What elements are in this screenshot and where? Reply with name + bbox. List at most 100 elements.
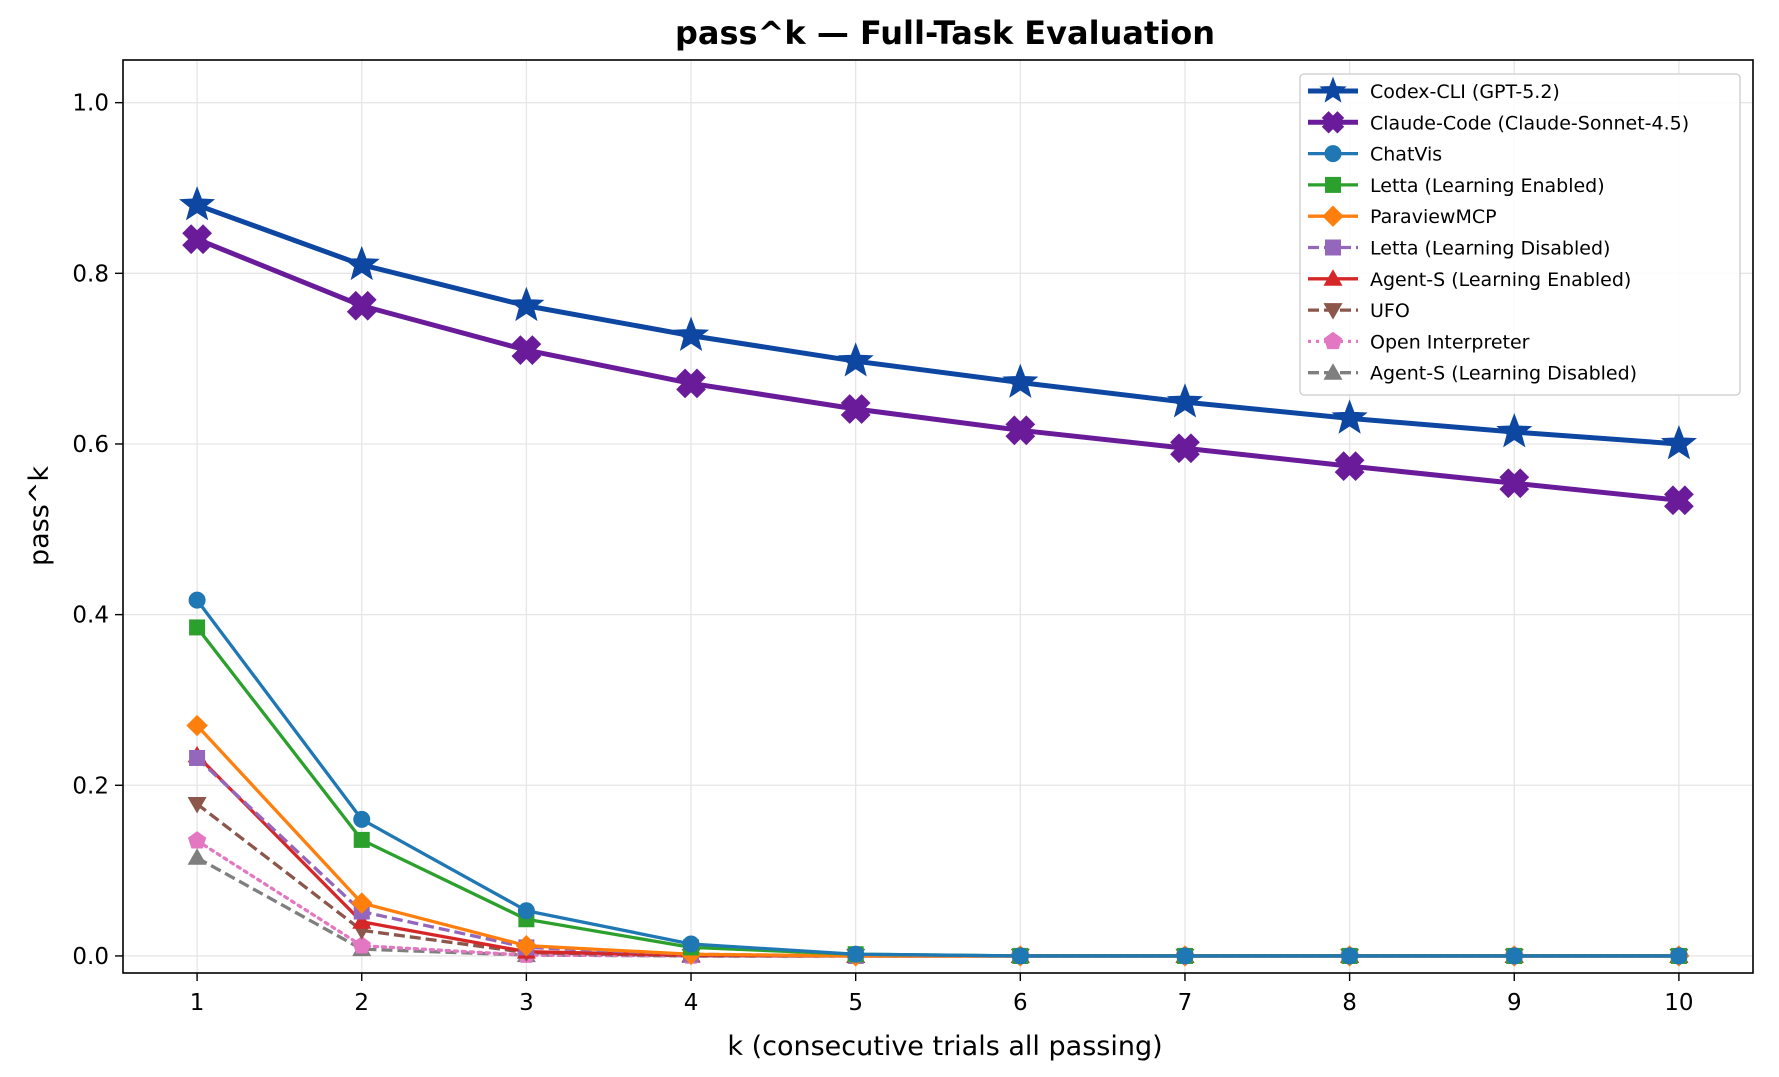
data-point (189, 619, 206, 636)
data-point (1496, 413, 1533, 448)
data-point (1011, 947, 1029, 965)
y-axis-label: pass^k (24, 466, 55, 566)
data-point (187, 848, 207, 865)
legend-marker (1323, 269, 1343, 286)
series-line (196, 236, 1680, 503)
legend-entry: Codex-CLI (GPT-5.2) (1308, 76, 1560, 103)
data-point (179, 186, 216, 221)
data-point (352, 936, 371, 954)
y-tick-label: 0.2 (72, 773, 109, 799)
legend-marker (1321, 111, 1345, 134)
data-point (515, 934, 538, 957)
data-point (837, 342, 874, 377)
data-point (840, 394, 871, 424)
legend-entry: Agent-S (Learning Enabled) (1308, 269, 1631, 291)
data-point (1176, 947, 1194, 965)
legend-entry: ChatVis (1308, 144, 1442, 166)
legend-label: ChatVis (1370, 144, 1442, 166)
data-point (1002, 363, 1039, 398)
legend-label: Open Interpreter (1370, 331, 1530, 353)
data-point (187, 797, 207, 814)
x-tick-label: 8 (1342, 990, 1357, 1016)
data-point (517, 902, 535, 920)
data-point (353, 810, 371, 828)
legend-marker (1324, 145, 1342, 163)
data-point (1670, 947, 1688, 965)
x-tick-label: 3 (519, 990, 534, 1016)
data-point (1331, 399, 1368, 434)
data-point (682, 935, 700, 953)
legend-entry: ParaviewMCP (1308, 205, 1497, 228)
data-point (1660, 425, 1697, 460)
series-claude-code-claude-sonnet-4-5 (182, 224, 1694, 516)
legend-label: Agent-S (Learning Disabled) (1370, 363, 1637, 385)
x-tick-label: 6 (1013, 990, 1028, 1016)
legend-entry: UFO (1308, 300, 1410, 322)
series-codex-cli-gpt-5-2 (179, 186, 1697, 460)
data-point (511, 335, 542, 365)
series-chatvis (188, 591, 1688, 965)
legend-label: Agent-S (Learning Enabled) (1370, 269, 1631, 291)
data-point (1505, 947, 1523, 965)
legend-marker (1323, 303, 1343, 320)
y-tick-label: 0.6 (72, 432, 109, 458)
legend-entry: Letta (Learning Disabled) (1308, 238, 1610, 260)
x-tick-label: 10 (1664, 990, 1693, 1016)
legend-entry: Agent-S (Learning Disabled) (1308, 363, 1637, 385)
x-tick-label: 4 (684, 990, 699, 1016)
legend-label: Codex-CLI (GPT-5.2) (1370, 81, 1560, 103)
data-point (672, 316, 710, 351)
y-tick-label: 0.8 (72, 261, 109, 287)
x-tick-label: 5 (848, 990, 863, 1016)
data-point (1499, 468, 1530, 499)
data-point (1170, 433, 1200, 464)
data-point (182, 224, 212, 255)
data-point (1664, 485, 1694, 516)
legend-label: Claude-Code (Claude-Sonnet-4.5) (1370, 112, 1689, 134)
data-point (188, 591, 206, 609)
x-tick-label: 2 (354, 990, 369, 1016)
legend-marker (1322, 205, 1344, 227)
legend-entry: Open Interpreter (1308, 331, 1530, 353)
legend: Codex-CLI (GPT-5.2) Claude-Code (Claude-S… (1299, 73, 1741, 396)
legend-marker (1325, 176, 1341, 193)
data-point (351, 892, 373, 914)
data-point (1341, 947, 1359, 965)
legend-label: UFO (1370, 300, 1410, 322)
x-tick-label: 1 (190, 990, 205, 1016)
legend-marker (1323, 363, 1343, 380)
data-point (1166, 383, 1204, 418)
plot-frame (122, 59, 1754, 974)
chart-title: pass^k — Full-Task Evaluation (675, 14, 1215, 52)
legend-marker (1325, 239, 1341, 256)
data-point (186, 714, 208, 737)
data-point (847, 945, 865, 963)
series-group (179, 186, 1697, 967)
x-tick-label: 7 (1178, 990, 1193, 1016)
y-tick-label: 0.4 (72, 603, 109, 629)
data-point (508, 286, 545, 322)
data-point (189, 749, 206, 766)
data-point (676, 368, 706, 399)
data-point (187, 831, 207, 849)
legend-entry: Claude-Code (Claude-Sonnet-4.5) (1308, 111, 1689, 134)
data-point (346, 290, 377, 321)
x-tick-label: 9 (1507, 990, 1522, 1016)
x-axis-label: k (consecutive trials all passing) (727, 1031, 1162, 1062)
legend-entry: Letta (Learning Enabled) (1308, 175, 1605, 197)
data-point (343, 245, 380, 281)
data-point (352, 912, 372, 929)
legend-marker (1319, 76, 1347, 103)
legend-box (1299, 73, 1741, 396)
ticks: 1 2 3 4 5 6 7 8 9 10 0.0 0.2 0.4 0.6 0.8 1.0 (72, 91, 1693, 1016)
series-line (195, 599, 1679, 958)
legend-label: ParaviewMCP (1370, 206, 1497, 228)
data-point (353, 831, 370, 848)
legend-label: Letta (Learning Enabled) (1370, 175, 1605, 197)
data-point (1005, 415, 1036, 446)
y-tick-label: 1.0 (72, 91, 109, 117)
legend-marker (1323, 331, 1343, 350)
series-line (196, 202, 1680, 447)
data-point (1334, 451, 1365, 482)
